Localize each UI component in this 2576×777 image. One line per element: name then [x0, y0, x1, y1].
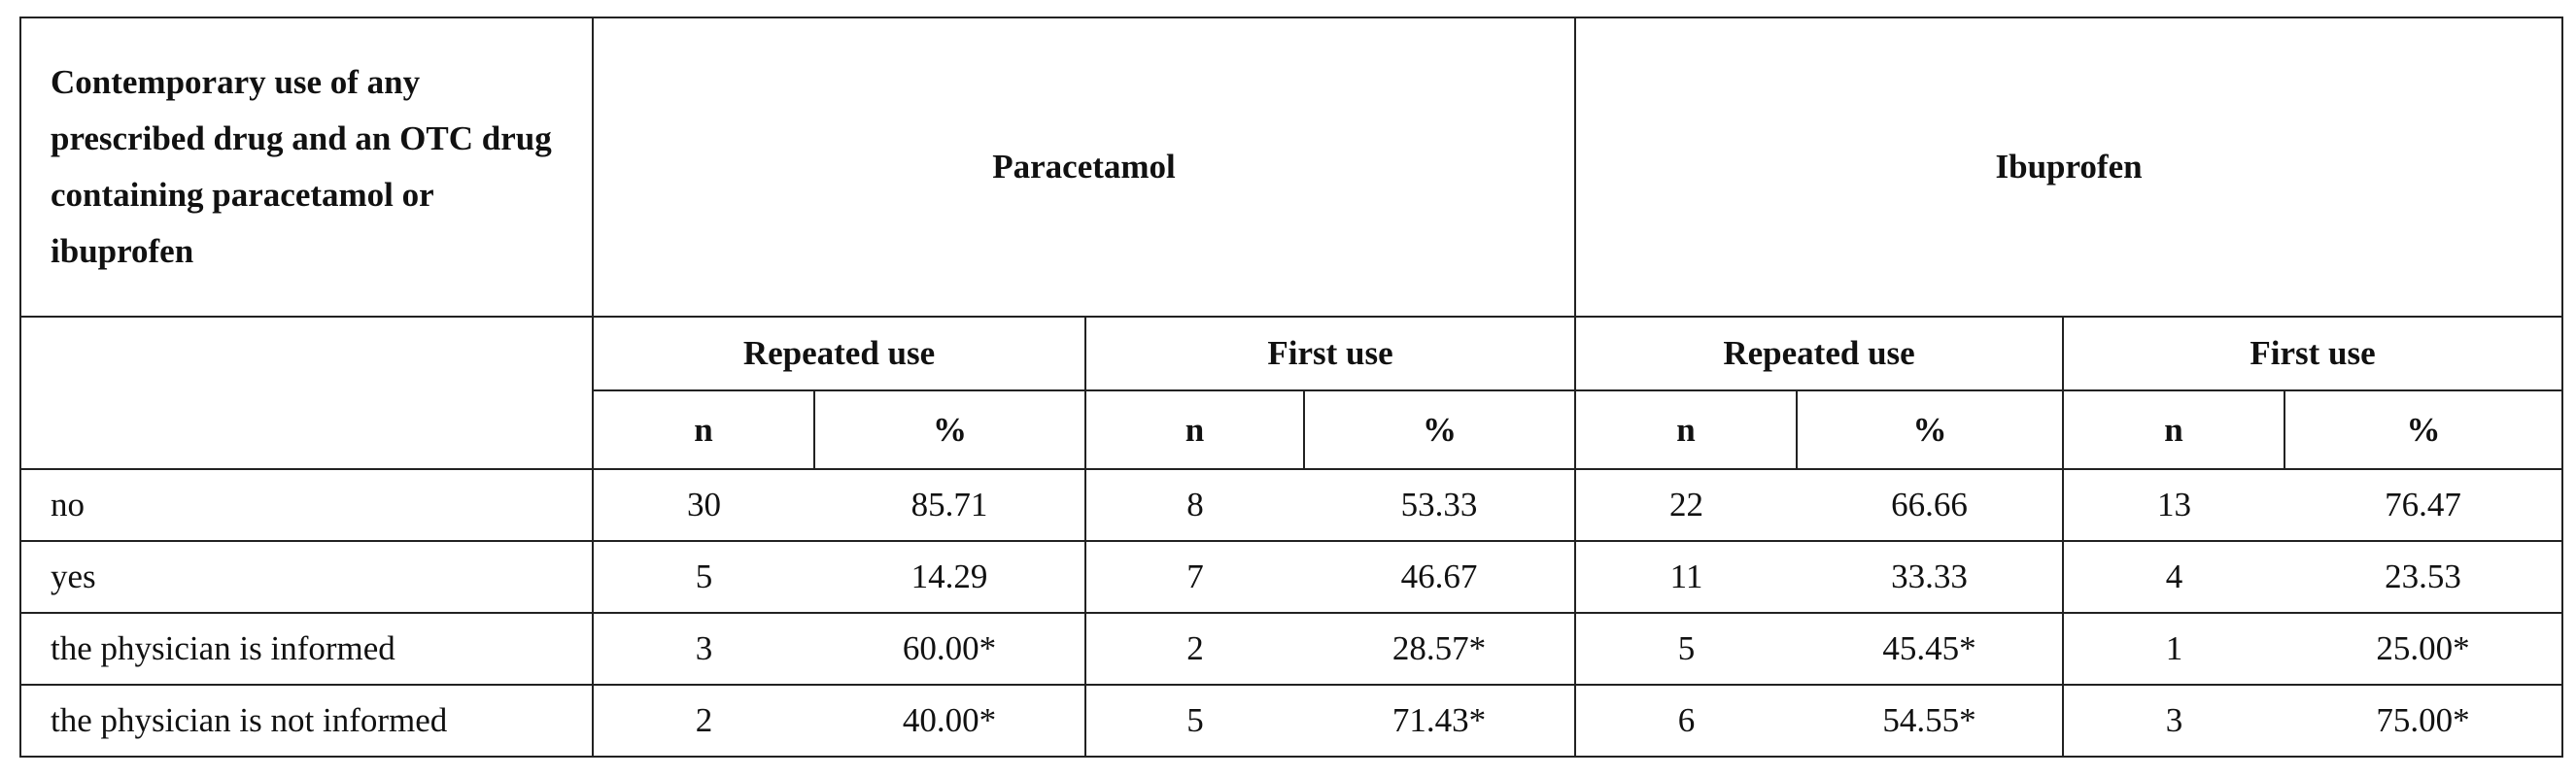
stat-header: % [814, 390, 1086, 470]
data-table: Contemporary use of any prescribed drug … [19, 17, 2564, 758]
blank-cell [20, 317, 594, 470]
row-label: the physician is not informed [20, 685, 594, 758]
data-cell: 3 [2063, 685, 2285, 758]
data-row: the physician is informed 3 60.00* 2 28.57* 5… [20, 613, 2564, 686]
stat-header: % [2284, 390, 2564, 470]
data-cell: 33.33 [1797, 541, 2065, 614]
data-row: the physician is not informed 2 40.00* 5 71.… [20, 685, 2564, 758]
data-cell: 53.33 [1304, 469, 1577, 542]
data-cell: 5 [1575, 613, 1798, 686]
data-cell: 13 [2063, 469, 2285, 542]
data-cell: 6 [1575, 685, 1798, 758]
drug-header: Paracetamol [593, 17, 1577, 318]
data-cell: 3 [593, 613, 814, 686]
use-header: Repeated use [1575, 317, 2065, 391]
data-cell: 28.57* [1304, 613, 1577, 686]
stat-header: n [1085, 390, 1305, 470]
data-cell: 5 [1085, 685, 1304, 758]
data-cell: 45.45* [1797, 613, 2065, 686]
data-cell: 40.00* [814, 685, 1086, 758]
data-cell: 85.71 [814, 469, 1086, 542]
data-row: no 30 85.71 8 53.33 22 66.66 13 76.47 [20, 469, 2564, 542]
data-cell: 71.43* [1304, 685, 1577, 758]
data-cell: 75.00* [2284, 685, 2564, 758]
row-label: yes [20, 541, 594, 614]
stat-header: % [1304, 390, 1577, 470]
use-header: Repeated use [593, 317, 1086, 391]
data-cell: 7 [1085, 541, 1304, 614]
data-cell: 46.67 [1304, 541, 1577, 614]
data-cell: 14.29 [814, 541, 1086, 614]
use-header: First use [1085, 317, 1577, 391]
stat-header: n [1575, 390, 1799, 470]
table-wrap: Contemporary use of any prescribed drug … [19, 17, 2564, 758]
data-cell: 11 [1575, 541, 1798, 614]
table-body: Contemporary use of any prescribed drug … [20, 17, 2564, 758]
stat-header: n [2063, 390, 2286, 470]
data-cell: 8 [1085, 469, 1304, 542]
data-cell: 4 [2063, 541, 2285, 614]
data-cell: 60.00* [814, 613, 1086, 686]
data-cell: 76.47 [2284, 469, 2564, 542]
use-header: First use [2063, 317, 2564, 391]
row-label: the physician is informed [20, 613, 594, 686]
data-cell: 23.53 [2284, 541, 2564, 614]
data-cell: 2 [593, 685, 814, 758]
stat-header: % [1797, 390, 2065, 470]
row-label: no [20, 469, 594, 542]
stat-row: n% n% n% n% [20, 390, 2564, 470]
data-cell: 2 [1085, 613, 1304, 686]
data-cell: 22 [1575, 469, 1798, 542]
corner-header: Contemporary use of any prescribed drug … [20, 17, 594, 318]
data-cell: 25.00* [2284, 613, 2564, 686]
data-cell: 54.55* [1797, 685, 2065, 758]
stat-header: n [593, 390, 815, 470]
header-row: Contemporary use of any prescribed drug … [20, 17, 2564, 318]
data-cell: 1 [2063, 613, 2285, 686]
drug-header: Ibuprofen [1575, 17, 2564, 318]
use-row: Repeated use First use Repeated use First u… [20, 317, 2564, 470]
data-cell: 66.66 [1797, 469, 2065, 542]
data-cell: 30 [593, 469, 814, 542]
data-cell: 5 [593, 541, 814, 614]
data-row: yes 5 14.29 7 46.67 11 33.33 4 23.53 [20, 541, 2564, 614]
